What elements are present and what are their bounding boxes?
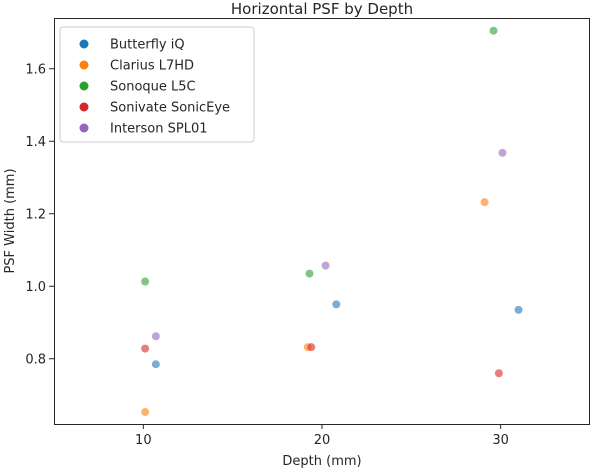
data-point: [494, 369, 503, 378]
legend-marker: [79, 123, 89, 133]
y-tick-label: 1.4: [25, 135, 46, 150]
legend-marker: [79, 60, 89, 70]
legend-marker: [79, 39, 89, 49]
data-point: [514, 305, 523, 314]
legend-entry: Clarius L7HD: [110, 59, 194, 74]
data-point: [307, 343, 316, 352]
legend-marker: [79, 81, 89, 91]
y-tick-label: 1.2: [25, 207, 46, 222]
legend-frame: [59, 26, 255, 143]
data-point: [151, 332, 160, 341]
data-point: [480, 198, 489, 207]
data-point: [141, 344, 150, 353]
x-tick-label: 30: [492, 433, 509, 448]
legend-entry: Interson SPL01: [110, 122, 208, 137]
legend-entry: Butterfly iQ: [110, 38, 185, 53]
chart-title: Horizontal PSF by Depth: [231, 0, 413, 18]
axis-ticks: 10 20 30 0.8 1.0 1.2 1.4 1.6: [25, 62, 509, 448]
legend-entry: Sonoque L5C: [110, 80, 196, 95]
data-point: [305, 269, 314, 278]
data-point: [151, 360, 160, 369]
y-tick-label: 1.0: [25, 280, 46, 295]
data-point: [141, 408, 150, 417]
legend-entry: Sonivate SonicEye: [110, 101, 230, 116]
x-tick-label: 20: [314, 433, 331, 448]
x-tick-label: 10: [135, 433, 152, 448]
y-axis-label: PSF Width (mm): [3, 168, 18, 273]
y-tick-label: 1.6: [25, 62, 46, 77]
data-point: [489, 26, 498, 35]
data-point: [321, 261, 330, 270]
data-point: [141, 277, 150, 286]
y-tick-label: 0.8: [25, 352, 46, 367]
x-axis-label: Depth (mm): [282, 454, 361, 468]
legend-marker: [79, 102, 89, 112]
data-point: [332, 300, 341, 309]
data-point: [498, 148, 507, 157]
data-points: [141, 26, 523, 417]
legend: Butterfly iQ Clarius L7HD Sonoque L5C Soniv…: [59, 26, 255, 143]
plot-area-frame: [54, 18, 590, 425]
